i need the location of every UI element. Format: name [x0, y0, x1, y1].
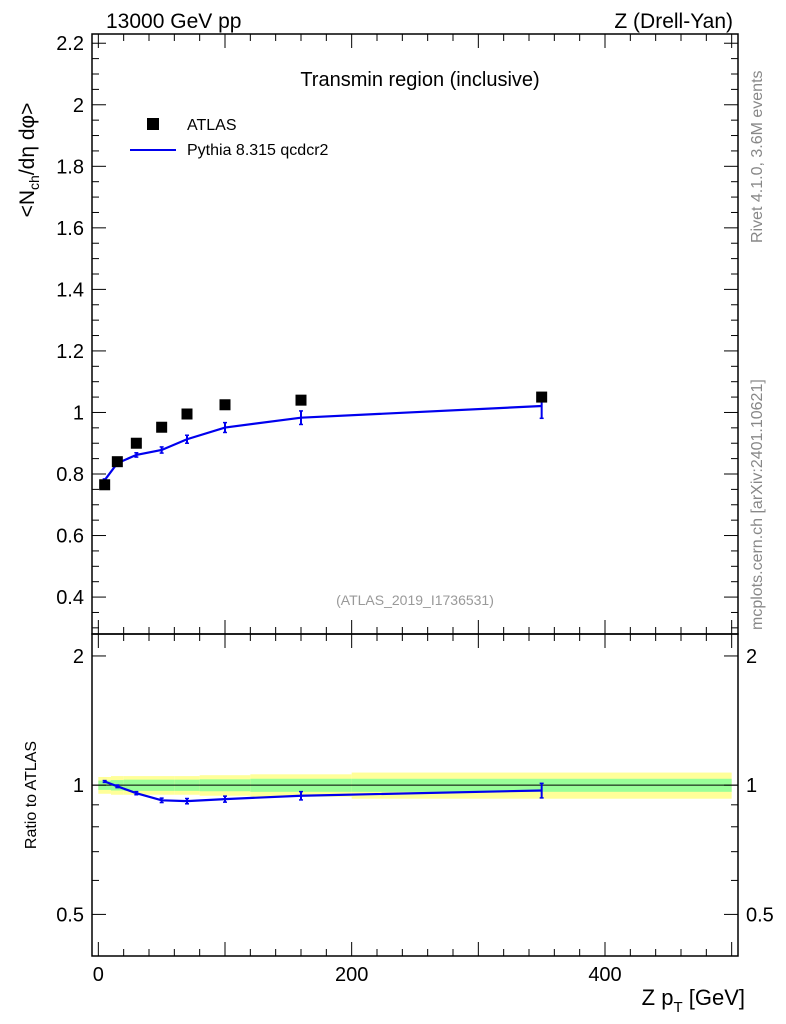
x-axis-label: Z pT [GeV] [642, 985, 745, 1016]
atlas-data-point [536, 391, 548, 403]
atlas-data-point [111, 456, 123, 468]
ratio-y-tick-label-right: 2 [746, 646, 757, 668]
ratio-y-tick-label-left: 0.5 [56, 904, 84, 926]
ratio-y-tick-label-right: 1 [746, 775, 757, 797]
main-y-tick-label: 0.8 [56, 464, 84, 486]
main-y-tick-label: 2 [73, 95, 84, 117]
main-y-axis-label: <Nch/dη dφ> [16, 103, 42, 218]
legend-pythia-label: Pythia 8.315 qcdcr2 [187, 142, 329, 159]
atlas-data-point [99, 479, 111, 491]
main-y-tick-label: 0.6 [56, 526, 84, 548]
process-label: Z (Drell-Yan) [614, 10, 733, 33]
x-tick-label: 200 [335, 964, 368, 986]
ratio-pythia-line [104, 780, 542, 803]
analysis-label: (ATLAS_2019_I1736531) [336, 592, 494, 608]
main-y-tick-label: 1 [73, 402, 84, 424]
ratio-frame [91, 633, 739, 957]
ratio-y-axis-label: Ratio to ATLAS [23, 741, 40, 849]
main-y-tick-label: 2.2 [56, 33, 84, 55]
atlas-data-point [219, 399, 231, 411]
main-y-tick-label: 1.8 [56, 156, 84, 178]
atlas-data-point [295, 394, 307, 406]
main-y-tick-label: 0.4 [56, 587, 84, 609]
main-y-tick-label: 1.4 [56, 279, 84, 301]
atlas-data-point [181, 408, 193, 420]
pythia-line [103, 404, 542, 481]
main-title: Transmin region (inclusive) [300, 69, 539, 91]
ratio-y-tick-label-left: 1 [73, 775, 84, 797]
legend-atlas-label: ATLAS [187, 117, 237, 134]
rivet-version-label: Rivet 4.1.0, 3.6M events [749, 70, 766, 243]
atlas-data-point [156, 421, 168, 433]
main-y-tick-label: 1.6 [56, 218, 84, 240]
main-y-tick-label: 1.2 [56, 341, 84, 363]
legend: ATLAS Pythia 8.315 qcdcr2 [130, 117, 329, 159]
x-tick-label: 0 [93, 964, 104, 986]
ratio-y-tick-label-right: 0.5 [746, 904, 774, 926]
legend-atlas-marker [147, 118, 159, 130]
x-tick-label: 400 [588, 964, 621, 986]
atlas-data-point [130, 437, 142, 449]
mcplots-label: mcplots.cern.ch [arXiv:2401.10621] [749, 379, 766, 630]
ratio-y-tick-label-left: 2 [73, 646, 84, 668]
main-panel: Transmin region (inclusive) (ATLAS_2019_… [16, 33, 739, 635]
energy-label: 13000 GeV pp [106, 10, 241, 33]
ratio-panel: 0.5 0.5 1 1 2 2 0 200 400 Ratio to ATLAS Z pT [G… [23, 633, 774, 1016]
